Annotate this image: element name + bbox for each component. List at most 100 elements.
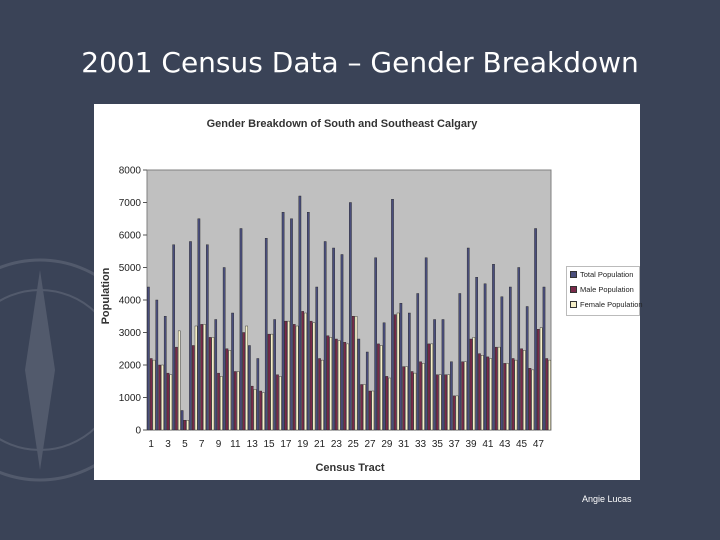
y-axis-title: Population	[100, 267, 112, 325]
bar-male	[284, 320, 288, 431]
bar-female	[422, 363, 425, 431]
bar-male	[377, 343, 380, 431]
bar-male	[343, 342, 347, 431]
bar-male	[259, 390, 262, 431]
bar-total	[466, 247, 470, 431]
bar-total	[374, 257, 377, 431]
x-tick-label: 23	[331, 439, 343, 450]
bar-male	[318, 358, 321, 431]
bar-female	[506, 363, 509, 431]
bar-female	[245, 325, 248, 431]
x-tick-label: 7	[199, 439, 205, 450]
bar-female	[430, 343, 434, 431]
bar-female	[295, 325, 299, 431]
x-tick-label: 45	[516, 439, 528, 450]
legend-item-male: Male Population	[567, 282, 639, 297]
bar-total	[315, 286, 319, 431]
bar-male	[309, 320, 313, 431]
bar-female	[405, 366, 408, 431]
bar-male	[335, 338, 338, 431]
bar-male	[520, 348, 523, 431]
bar-total	[433, 319, 436, 431]
x-tick-label: 41	[482, 439, 494, 450]
bar-total	[248, 345, 251, 431]
bar-total	[197, 218, 201, 431]
bar-total	[256, 358, 260, 431]
bar-total	[163, 316, 167, 431]
bar-female	[548, 359, 551, 431]
bar-male	[545, 358, 549, 431]
y-tick-label: 3000	[119, 328, 142, 339]
bar-total	[290, 218, 293, 431]
bar-male	[486, 356, 490, 431]
bar-female	[438, 374, 442, 431]
bar-female	[379, 345, 383, 431]
bar-male	[183, 420, 187, 431]
bar-male	[436, 374, 439, 431]
y-tick-label: 1000	[119, 393, 142, 404]
bar-total	[525, 306, 529, 431]
bar-total	[332, 247, 335, 431]
bar-male	[200, 324, 204, 431]
legend-swatch-total	[570, 271, 577, 278]
bar-total	[483, 283, 487, 431]
legend-item-total: Total Population	[567, 267, 639, 282]
bar-total	[264, 238, 268, 431]
bar-total	[180, 410, 184, 431]
bar-male	[494, 346, 498, 431]
bar-total	[408, 312, 411, 431]
bar-male	[537, 329, 540, 431]
bar-female	[177, 330, 181, 431]
bar-female	[497, 346, 501, 431]
chart-title: Gender Breakdown of South and Southeast …	[206, 118, 478, 130]
bar-female	[304, 312, 307, 431]
bar-male	[166, 372, 170, 431]
bar-total	[391, 199, 394, 431]
bar-male	[234, 371, 237, 431]
legend-label-male: Male Population	[580, 285, 634, 294]
bar-male	[191, 345, 195, 431]
y-tick-label: 6000	[119, 231, 142, 242]
bar-total	[382, 322, 386, 431]
bar-total	[222, 267, 226, 431]
bar-female	[354, 316, 358, 431]
bar-female	[371, 390, 375, 431]
bar-female	[514, 359, 518, 431]
bar-male	[461, 361, 464, 431]
bar-male	[528, 368, 532, 431]
x-tick-label: 3	[165, 439, 171, 450]
y-tick-label: 8000	[119, 166, 142, 177]
x-tick-label: 11	[230, 439, 241, 450]
bar-female	[220, 376, 223, 431]
x-tick-label: 27	[364, 439, 376, 450]
bar-total	[281, 212, 285, 431]
bar-female	[346, 343, 349, 431]
chart-legend: Total Population Male Population Female …	[566, 266, 643, 316]
bar-total	[147, 286, 150, 431]
y-tick-label: 2000	[119, 361, 142, 372]
x-tick-label: 33	[415, 439, 427, 450]
bar-total	[214, 319, 218, 431]
bar-total	[365, 351, 369, 431]
legend-label-female: Female Population	[580, 300, 643, 309]
bar-male	[276, 374, 279, 431]
x-tick-label: 9	[216, 439, 222, 450]
bar-female	[278, 376, 282, 431]
bar-male	[267, 333, 271, 431]
bar-female	[312, 322, 316, 431]
bar-total	[424, 257, 428, 431]
bar-total	[416, 293, 420, 431]
bar-male	[511, 358, 515, 431]
bar-total	[323, 241, 327, 431]
bar-female	[531, 369, 535, 431]
bar-female	[472, 337, 476, 431]
bar-total	[475, 277, 478, 431]
bar-total	[509, 286, 512, 431]
y-tick-label: 5000	[119, 263, 142, 274]
x-tick-label: 1	[148, 439, 154, 450]
bar-total	[189, 241, 192, 431]
x-tick-label: 17	[280, 439, 292, 450]
bar-female	[464, 361, 467, 431]
x-tick-label: 35	[432, 439, 444, 450]
